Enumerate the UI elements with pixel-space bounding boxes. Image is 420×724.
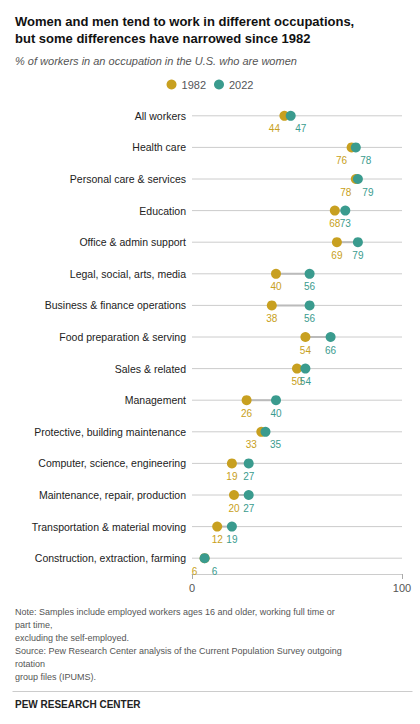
svg-text:76: 76 <box>336 155 348 166</box>
svg-text:PEW RESEARCH CENTER: PEW RESEARCH CENTER <box>15 699 141 710</box>
svg-text:19: 19 <box>226 534 238 545</box>
svg-text:40: 40 <box>270 281 282 292</box>
svg-text:27: 27 <box>243 471 255 482</box>
svg-text:but some differences have narr: but some differences have narrowed since… <box>15 31 311 46</box>
svg-text:100: 100 <box>393 582 411 594</box>
svg-text:1982: 1982 <box>182 79 206 91</box>
svg-text:33: 33 <box>246 439 258 450</box>
svg-text:78: 78 <box>340 187 352 198</box>
svg-text:part time,: part time, <box>15 620 53 630</box>
svg-text:2022: 2022 <box>229 79 253 91</box>
svg-text:Construction, extraction, farm: Construction, extraction, farming <box>35 552 186 564</box>
svg-text:50: 50 <box>291 376 303 388</box>
svg-text:Source: Pew Research Center an: Source: Pew Research Center analysis of … <box>15 646 344 656</box>
svg-text:6: 6 <box>212 566 218 577</box>
svg-text:12: 12 <box>212 534 224 545</box>
svg-text:group files (IPUMS).: group files (IPUMS). <box>15 672 96 682</box>
svg-text:26: 26 <box>241 408 253 419</box>
svg-text:73: 73 <box>340 218 352 229</box>
svg-text:0: 0 <box>189 582 195 594</box>
svg-text:35: 35 <box>270 439 282 450</box>
svg-text:44: 44 <box>269 123 281 134</box>
svg-text:Women and men tend to work in: Women and men tend to work in different … <box>15 14 354 29</box>
svg-text:19: 19 <box>226 471 238 482</box>
svg-text:Education: Education <box>139 205 186 217</box>
svg-text:40: 40 <box>270 408 282 419</box>
svg-text:Business & finance operations: Business & finance operations <box>45 299 186 311</box>
svg-text:% of workers in an occupation: % of workers in an occupation in the U.S… <box>15 55 297 67</box>
svg-text:38: 38 <box>266 313 278 324</box>
svg-text:6: 6 <box>192 566 198 577</box>
svg-text:Health care: Health care <box>132 141 186 153</box>
svg-text:27: 27 <box>243 503 255 514</box>
svg-text:56: 56 <box>304 313 316 324</box>
svg-text:Food preparation & serving: Food preparation & serving <box>59 331 186 343</box>
svg-text:79: 79 <box>362 187 374 198</box>
svg-text:Sales & related: Sales & related <box>115 363 186 375</box>
svg-text:Legal, social, arts, media: Legal, social, arts, media <box>70 268 186 280</box>
svg-text:68: 68 <box>329 218 341 230</box>
svg-text:Personal care & services: Personal care & services <box>70 173 186 185</box>
svg-text:Computer, science, engineering: Computer, science, engineering <box>38 457 186 469</box>
svg-text:66: 66 <box>325 345 337 356</box>
svg-text:Maintenance, repair, productio: Maintenance, repair, production <box>39 489 186 501</box>
svg-text:rotation: rotation <box>15 659 45 669</box>
svg-text:69: 69 <box>331 250 343 261</box>
svg-text:Note: Samples include employed: Note: Samples include employed workers a… <box>15 607 337 617</box>
svg-text:Office & admin support: Office & admin support <box>79 236 186 248</box>
svg-text:excluding the self-employed.: excluding the self-employed. <box>15 633 129 643</box>
svg-text:56: 56 <box>304 281 316 292</box>
svg-text:54: 54 <box>300 376 312 387</box>
svg-text:78: 78 <box>360 155 372 166</box>
svg-text:All workers: All workers <box>135 110 186 122</box>
svg-text:54: 54 <box>300 345 312 356</box>
svg-text:47: 47 <box>295 123 307 134</box>
svg-text:20: 20 <box>228 503 240 514</box>
svg-text:Transportation & material movi: Transportation & material moving <box>32 521 186 533</box>
svg-text:Protective, building maintenan: Protective, building maintenance <box>34 426 186 438</box>
svg-text:79: 79 <box>352 250 364 261</box>
svg-text:Management: Management <box>125 394 186 406</box>
